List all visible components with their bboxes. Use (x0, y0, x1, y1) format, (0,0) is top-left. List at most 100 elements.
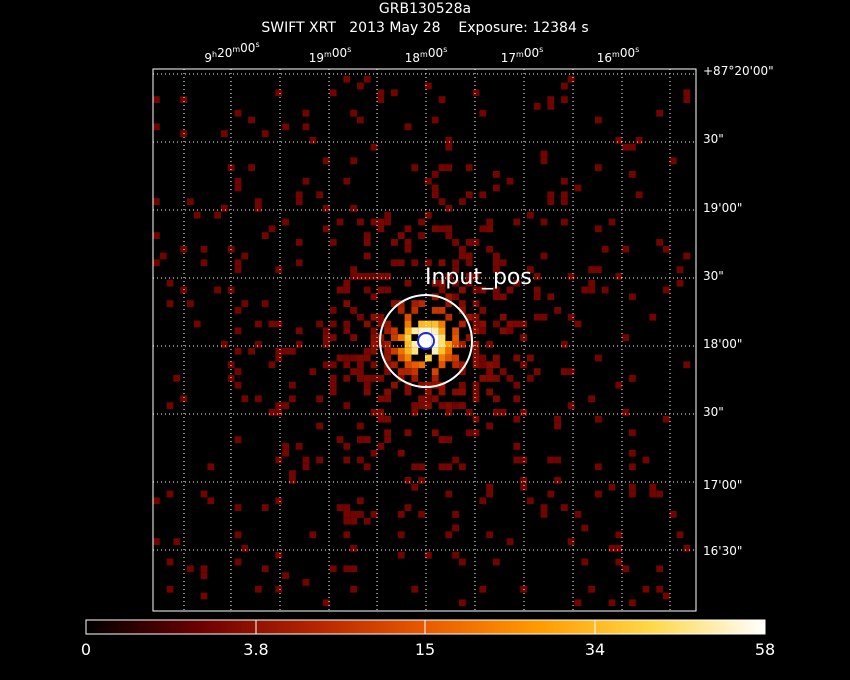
count-pixel (506, 327, 514, 335)
count-pixel (200, 572, 208, 579)
count-pixel (295, 443, 303, 450)
count-pixel (635, 191, 643, 199)
count-pixel (425, 211, 432, 219)
count-pixel (323, 334, 330, 341)
count-pixel (642, 585, 650, 593)
count-pixel (629, 375, 636, 382)
count-pixel (615, 137, 623, 144)
count-pixel (282, 402, 289, 409)
count-pixel (493, 184, 500, 192)
count-pixel (479, 320, 487, 328)
count-pixel (323, 341, 330, 348)
count-pixel (343, 320, 351, 328)
count-pixel (493, 375, 500, 382)
count-pixel (486, 490, 493, 498)
count-pixel (241, 545, 249, 552)
count-pixel (357, 375, 364, 382)
count-pixel (520, 361, 527, 369)
count-pixel (472, 313, 480, 321)
count-pixel (384, 218, 391, 226)
count-pixel (520, 320, 527, 328)
count-pixel (255, 341, 262, 348)
count-pixel (438, 279, 446, 287)
count-pixel (336, 504, 344, 511)
count-pixel (397, 531, 405, 539)
count-pixel (445, 490, 453, 498)
count-pixel (377, 320, 385, 328)
count-pixel (486, 388, 493, 396)
count-pixel (207, 497, 215, 505)
count-pixel (459, 368, 466, 375)
count-pixel (295, 239, 303, 246)
count-pixel (404, 368, 412, 375)
count-pixel (465, 279, 473, 287)
count-pixel (499, 293, 507, 301)
count-pixel (486, 245, 493, 253)
count-pixel (459, 198, 466, 205)
count-pixel (343, 531, 351, 539)
count-pixel (445, 354, 453, 362)
count-pixel (527, 375, 534, 382)
count-pixel (431, 171, 439, 178)
count-pixel (289, 470, 296, 477)
count-pixel (275, 347, 283, 355)
count-pixel (350, 585, 357, 593)
count-pixel (363, 286, 371, 294)
count-pixel (615, 545, 623, 552)
count-pixel (425, 320, 432, 328)
count-pixel (234, 109, 242, 117)
count-pixel (465, 259, 473, 267)
count-pixel (683, 96, 691, 103)
count-pixel (377, 395, 385, 403)
count-pixel (472, 273, 480, 280)
count-pixel (411, 164, 419, 171)
count-pixel (234, 531, 242, 539)
count-pixel (459, 463, 466, 471)
count-pixel (357, 361, 364, 369)
count-pixel (547, 456, 555, 464)
count-pixel (411, 483, 419, 491)
dec-tick-label: 30" (703, 132, 724, 146)
count-pixel (350, 266, 357, 273)
count-pixel (336, 286, 344, 294)
count-pixel (377, 218, 385, 226)
count-pixel (153, 259, 160, 267)
count-pixel (268, 225, 276, 233)
count-pixel (540, 157, 548, 165)
count-pixel (663, 415, 670, 423)
count-pixel (431, 347, 439, 355)
count-pixel (561, 198, 568, 205)
ra-tick-label: 18m00s (405, 45, 448, 65)
count-pixel (370, 218, 378, 226)
count-pixel (669, 157, 677, 165)
count-pixel (377, 225, 385, 233)
count-pixel (438, 354, 446, 362)
count-pixel (479, 585, 487, 593)
count-pixel (391, 334, 398, 341)
count-pixel (425, 177, 432, 185)
count-pixel (255, 320, 262, 328)
count-pixel (316, 191, 323, 199)
count-pixel (384, 341, 391, 348)
count-pixel (316, 422, 323, 430)
count-pixel (384, 286, 391, 294)
count-pixel (493, 395, 500, 403)
count-pixel (377, 375, 385, 382)
count-pixel (459, 388, 466, 396)
count-pixel (513, 354, 521, 362)
count-pixel (486, 368, 493, 375)
count-pixel (561, 177, 568, 185)
count-pixel (452, 259, 459, 267)
count-pixel (493, 171, 500, 178)
count-pixel (343, 300, 351, 307)
count-pixel (418, 218, 425, 226)
count-pixel (404, 327, 412, 335)
dec-tick-label: 16'30" (703, 544, 742, 558)
count-pixel (329, 565, 337, 573)
count-pixel (357, 218, 364, 226)
count-pixel (649, 313, 657, 321)
count-pixel (411, 361, 419, 369)
count-pixel (425, 388, 432, 396)
count-pixel (608, 218, 616, 226)
count-pixel (418, 511, 425, 518)
